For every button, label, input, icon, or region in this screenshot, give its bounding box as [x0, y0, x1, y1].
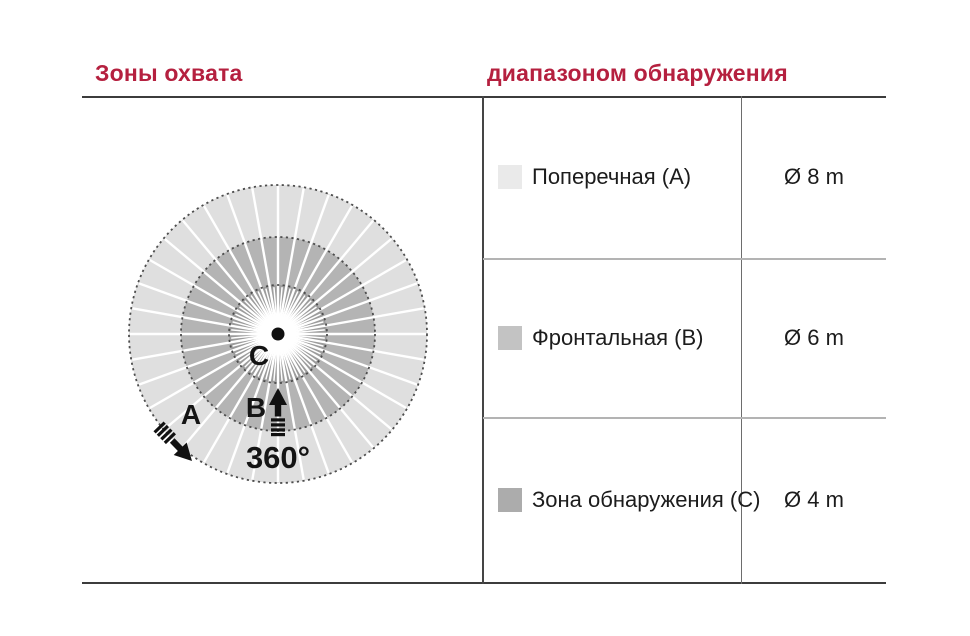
zone-b-row-label: Фронтальная (B) [532, 324, 704, 350]
section-title-coverage-zones: Зоны охвата [95, 60, 243, 86]
coverage-diagram: C B A 360° [128, 184, 428, 484]
zone-a-row-label: Поперечная (A) [532, 164, 692, 189]
zone-b-diameter-value: Ø 6 m [784, 324, 844, 350]
zone-a-label: A [181, 399, 201, 430]
zone-a-diameter-value: Ø 8 m [784, 164, 844, 189]
zone-c-row-label: Зона обнаружения (C) [532, 486, 761, 512]
table-row: Зона обнаружения (C) Ø 4 m [482, 417, 886, 582]
direction-arrow-b-icon [269, 388, 287, 437]
zone-b-label: B [246, 392, 266, 423]
zone-a-dotted-border [128, 184, 428, 484]
row-divider-1 [483, 258, 886, 260]
zone-c-dotted-border [228, 284, 328, 384]
rotation-360-label: 360° [246, 440, 310, 475]
table-column-divider [741, 96, 742, 584]
table-row: Поперечная (A) Ø 8 m [482, 96, 886, 258]
zone-c-swatch [498, 487, 522, 512]
sensor-center-dot [271, 327, 285, 341]
rotation-arrow-a-icon [153, 421, 192, 461]
row-divider-2 [483, 417, 886, 419]
table-left-divider [482, 96, 484, 584]
section-title-detection-range: диапазоном обнаружения [487, 60, 788, 86]
zone-b-swatch [498, 325, 522, 350]
table-top-border [82, 96, 886, 98]
zone-a-swatch [498, 165, 522, 189]
radial-spokes-outer [130, 186, 426, 482]
zone-c-diameter-value: Ø 4 m [784, 486, 844, 512]
table-bottom-border [82, 582, 886, 584]
zone-c-label: C [249, 340, 269, 371]
table-row: Фронтальная (B) Ø 6 m [482, 258, 886, 417]
